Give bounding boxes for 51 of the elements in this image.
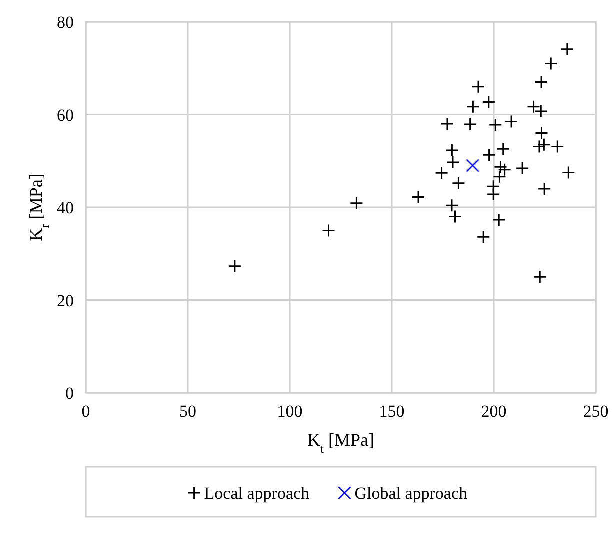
point [322,224,336,238]
point [486,188,500,202]
point [494,160,508,174]
y-tick-label: 40 [57,198,74,218]
point [534,76,548,90]
point [472,80,486,94]
point [228,260,242,274]
point [466,159,480,172]
point [448,210,462,224]
point [445,144,459,158]
point [464,118,478,132]
y-tick-label: 80 [57,13,74,32]
legend-label: Local approach [204,484,310,503]
point [476,230,490,244]
point [538,182,552,196]
point [482,148,496,162]
x-axis-title: K$_{t}$ [MPa] [308,430,374,456]
point [498,163,512,177]
point [445,198,459,212]
point [562,166,576,180]
y-tick-label: 60 [57,106,74,125]
point [446,156,460,170]
point [350,196,364,210]
y-tick-label: 20 [57,291,74,310]
point [482,95,496,109]
x-tick-label: 50 [180,402,196,421]
legend-label: Global approach [354,484,468,503]
point [452,176,466,190]
x-tick-label: 150 [379,402,405,421]
point [492,170,506,184]
point [534,126,548,140]
point [532,140,546,154]
point [537,138,551,152]
point [496,142,510,156]
point [488,118,502,132]
point [560,42,574,56]
point [533,270,547,284]
x-tick-label: 250 [583,402,609,421]
point [492,213,506,227]
point [466,100,480,114]
point [412,190,426,204]
x-tick-label: 0 [82,402,90,421]
point [440,117,454,131]
y-tick-label: 0 [66,384,74,403]
point [544,56,558,70]
point [516,162,530,176]
point [435,166,449,180]
x-tick-label: 100 [277,402,303,421]
point [504,114,518,128]
point [550,140,564,154]
x-tick-label: 200 [481,402,507,421]
